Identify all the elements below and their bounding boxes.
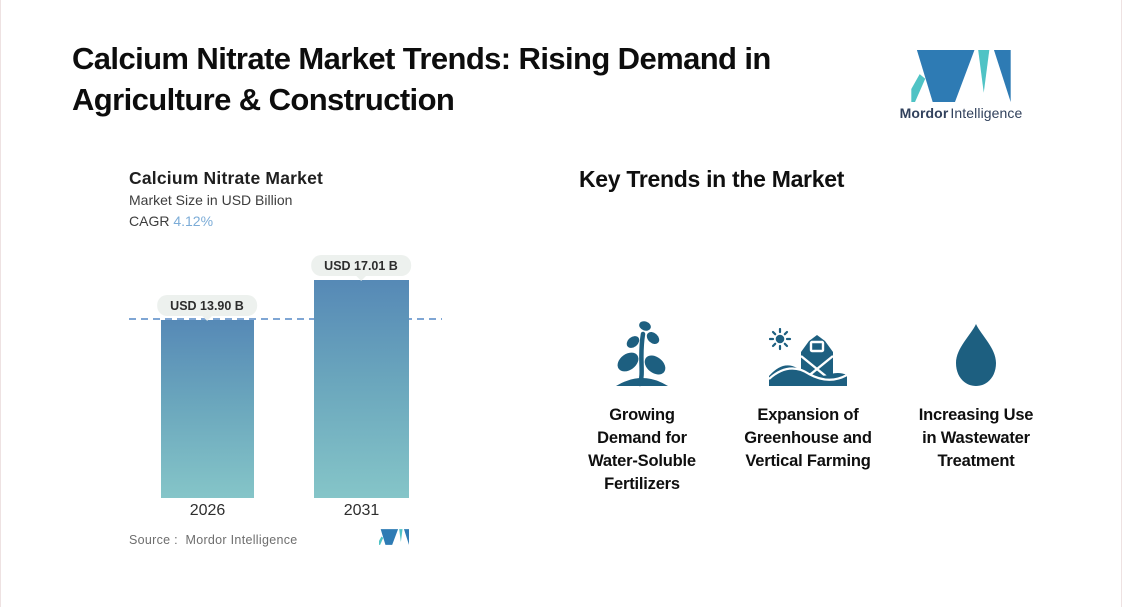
bar-2031 [314, 280, 409, 498]
brand-name-regular: Intelligence [950, 105, 1023, 121]
chart-subtitle: Market Size in USD Billion [129, 192, 293, 208]
seedling-icon [616, 321, 668, 387]
trend-water-soluble-fertilizers: Growing Demand for Water-Soluble Fertili… [557, 302, 727, 496]
trend-icon-wrap [612, 302, 672, 388]
brand-name-bold: Mordor [899, 105, 949, 121]
page-title: Calcium Nitrate Market Trends: Rising De… [72, 41, 771, 117]
trend-wastewater-treatment: Increasing Use in Wastewater Treatment [891, 302, 1061, 473]
trend-label: Expansion of Greenhouse and Vertical Far… [744, 406, 872, 470]
trends-heading: Key Trends in the Market [579, 166, 845, 192]
water-drop-icon [956, 324, 996, 386]
cagr-value: 4.12% [173, 213, 214, 229]
value-label-2031-text: USD 17.01 B [324, 258, 398, 273]
cagr-label: CAGR [129, 213, 170, 229]
value-label-2031: USD 17.01 B [311, 255, 411, 276]
mordor-intelligence-logo-icon [911, 50, 1011, 102]
brand-logo: Mordor Intelligence [896, 50, 1026, 121]
source-attribution: Source : Mordor Intelligence [129, 533, 298, 547]
barn-icon [769, 328, 847, 386]
reference-dashed-line [129, 318, 442, 320]
trend-icon-wrap [769, 302, 847, 388]
mordor-mini-logo-icon [379, 529, 409, 545]
x-axis-label-2031: 2031 [343, 502, 380, 519]
trend-label: Growing Demand for Water-Soluble Fertili… [588, 406, 696, 493]
value-label-2026: USD 13.90 B [157, 295, 257, 316]
chart-title: Calcium Nitrate Market [129, 168, 324, 188]
chart-cagr: CAGR 4.12% [129, 213, 213, 229]
value-label-2026-text: USD 13.90 B [170, 298, 244, 313]
bar-2026 [161, 320, 254, 498]
trend-greenhouse-vertical-farming: Expansion of Greenhouse and Vertical Far… [723, 302, 893, 473]
x-axis-label-2026: 2026 [189, 502, 226, 519]
brand-name: Mordor Intelligence [896, 105, 1026, 121]
trend-label: Increasing Use in Wastewater Treatment [918, 406, 1034, 470]
trend-icon-wrap [952, 302, 1000, 388]
